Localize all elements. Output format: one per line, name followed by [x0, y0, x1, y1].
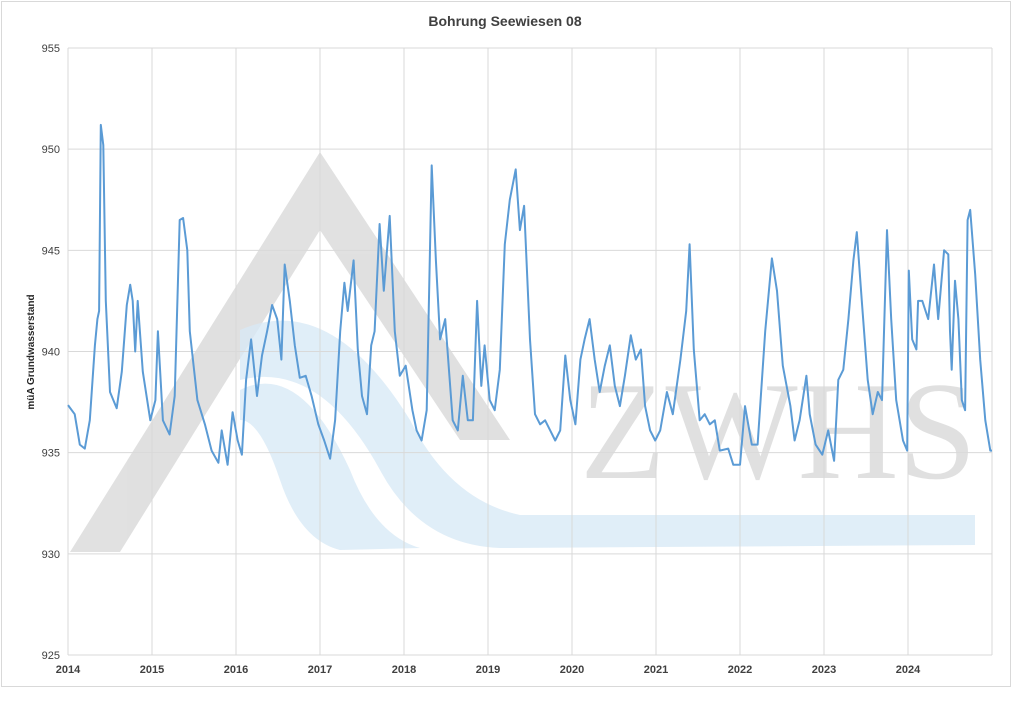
chart-frame	[1, 1, 1011, 687]
y-tick-label: 945	[42, 245, 60, 257]
zwhs-watermark-logo: ZWHS	[70, 152, 977, 552]
y-tick-label: 940	[42, 347, 60, 359]
x-tick-label: 2018	[392, 664, 416, 676]
x-tick-labels: 2014 2015 2016 2017 2018 2019 2020 2021 2022 2023…	[56, 664, 921, 676]
x-tick-label: 2021	[644, 664, 668, 676]
y-tick-label: 935	[42, 448, 60, 460]
series-line	[67, 123, 992, 466]
x-tick-label: 2014	[56, 664, 81, 676]
y-tick-label: 925	[42, 650, 60, 662]
x-tick-label: 2023	[812, 664, 836, 676]
gridlines	[67, 47, 993, 656]
y-axis-label: müA Grundwasserstand	[26, 294, 37, 409]
watermark-text: ZWHS	[580, 354, 977, 509]
x-tick-label: 2019	[476, 664, 500, 676]
x-tick-label: 2020	[560, 664, 584, 676]
x-tick-label: 2017	[308, 664, 332, 676]
y-tick-labels: 925 930 935 940 945 950 955	[42, 43, 60, 662]
x-tick-label: 2022	[728, 664, 752, 676]
y-tick-label: 955	[42, 43, 60, 55]
x-tick-label: 2016	[224, 664, 248, 676]
x-tick-label: 2024	[896, 664, 921, 676]
chart-title: Bohrung Seewiesen 08	[428, 13, 581, 29]
y-tick-label: 950	[42, 144, 60, 156]
y-tick-label: 930	[42, 549, 60, 561]
x-tick-label: 2015	[140, 664, 164, 676]
